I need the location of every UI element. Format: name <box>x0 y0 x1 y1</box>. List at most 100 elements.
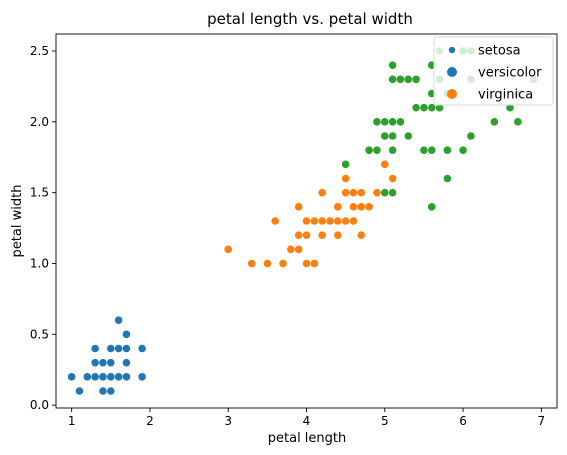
data-point-setosa <box>99 358 107 367</box>
y-tick-label: 1.5 <box>30 186 49 200</box>
data-point-setosa <box>75 387 84 395</box>
legend-label-setosa: setosa <box>478 44 521 59</box>
data-point-virginica <box>380 118 389 126</box>
data-point-versicolor <box>294 245 303 254</box>
y-tick-label: 0.0 <box>30 398 49 412</box>
data-point-setosa <box>122 358 131 367</box>
data-point-versicolor <box>357 188 366 197</box>
data-point-versicolor <box>318 217 326 225</box>
data-point-virginica <box>380 188 389 197</box>
data-point-versicolor <box>318 188 326 197</box>
data-point-versicolor <box>302 217 311 225</box>
data-point-setosa <box>91 358 99 367</box>
data-point-virginica <box>412 103 420 112</box>
y-axis-label: petal width <box>10 185 25 258</box>
data-point-virginica <box>380 132 389 140</box>
data-point-versicolor <box>349 203 358 211</box>
data-point-virginica <box>427 146 436 154</box>
data-point-virginica <box>365 146 373 154</box>
data-point-setosa <box>99 373 107 381</box>
data-point-virginica <box>373 146 381 154</box>
data-point-virginica <box>427 203 436 211</box>
data-point-virginica <box>443 146 452 154</box>
data-point-versicolor <box>302 259 311 268</box>
x-axis-label: petal length <box>268 431 347 446</box>
data-point-versicolor <box>357 231 366 239</box>
data-point-virginica <box>388 146 397 154</box>
data-point-versicolor <box>373 188 381 197</box>
data-point-setosa <box>91 344 99 353</box>
legend-label-virginica: virginica <box>478 88 533 103</box>
data-point-setosa <box>106 373 115 381</box>
legend-marker-virginica <box>447 89 457 99</box>
data-point-virginica <box>388 118 397 126</box>
y-tick-label: 2.0 <box>30 115 49 129</box>
data-point-versicolor <box>263 259 272 268</box>
data-point-versicolor <box>388 174 397 183</box>
data-point-setosa <box>138 373 146 381</box>
legend-marker-versicolor <box>447 67 457 77</box>
data-point-versicolor <box>318 231 326 239</box>
series-versicolor <box>224 146 397 268</box>
data-point-versicolor <box>341 174 350 183</box>
data-point-setosa <box>122 330 131 339</box>
data-point-setosa <box>114 344 123 353</box>
data-point-versicolor <box>341 188 350 197</box>
data-point-setosa <box>114 373 123 381</box>
data-point-setosa <box>114 316 123 324</box>
data-point-setosa <box>99 387 107 395</box>
data-point-setosa <box>106 358 115 367</box>
data-point-versicolor <box>334 231 342 239</box>
data-point-virginica <box>341 160 350 169</box>
data-point-versicolor <box>271 217 279 225</box>
data-point-virginica <box>388 61 397 69</box>
legend-label-versicolor: versicolor <box>478 66 542 81</box>
data-point-versicolor <box>247 259 256 268</box>
data-point-setosa <box>91 373 99 381</box>
data-point-versicolor <box>279 259 287 268</box>
data-point-virginica <box>388 132 397 140</box>
data-point-virginica <box>427 103 436 112</box>
legend-box <box>433 36 554 106</box>
y-tick-label: 1.0 <box>30 257 49 271</box>
data-point-virginica <box>435 103 444 112</box>
x-tick-label: 5 <box>381 414 389 428</box>
legend: setosa versicolor virginica <box>433 36 554 106</box>
x-tick-label: 6 <box>459 414 467 428</box>
plot-frame <box>55 33 558 409</box>
data-point-versicolor <box>349 217 358 225</box>
x-tick-label: 2 <box>146 414 154 428</box>
data-point-virginica <box>396 118 405 126</box>
data-point-setosa <box>122 344 131 353</box>
data-point-setosa <box>138 344 146 353</box>
data-point-virginica <box>514 118 522 126</box>
data-point-versicolor <box>349 188 358 197</box>
x-tick-label: 3 <box>224 414 232 428</box>
data-point-virginica <box>420 146 428 154</box>
series-setosa <box>67 316 146 395</box>
data-point-virginica <box>443 174 452 183</box>
x-tick-label: 1 <box>68 414 76 428</box>
data-point-virginica <box>459 146 467 154</box>
data-point-setosa <box>106 387 115 395</box>
axis-ticks: 1 2 3 4 5 6 7 0.0 0.5 1.0 1.5 2.0 2.5 <box>30 44 545 428</box>
data-point-versicolor <box>326 217 334 225</box>
data-point-versicolor <box>357 203 366 211</box>
x-tick-label: 7 <box>538 414 546 428</box>
data-point-versicolor <box>310 217 319 225</box>
data-point-versicolor <box>341 217 350 225</box>
legend-marker-setosa <box>448 46 456 54</box>
data-point-versicolor <box>287 245 295 254</box>
data-point-versicolor <box>294 203 303 211</box>
data-point-virginica <box>506 103 514 112</box>
data-point-virginica <box>412 75 420 84</box>
data-point-setosa <box>122 373 131 381</box>
y-tick-label: 2.5 <box>30 44 49 58</box>
data-point-versicolor <box>302 231 311 239</box>
x-tick-label: 4 <box>303 414 311 428</box>
series-virginica <box>341 47 538 211</box>
data-point-versicolor <box>224 245 233 254</box>
data-point-versicolor <box>334 203 342 211</box>
y-tick-label: 0.5 <box>30 327 49 341</box>
data-point-virginica <box>467 132 475 140</box>
